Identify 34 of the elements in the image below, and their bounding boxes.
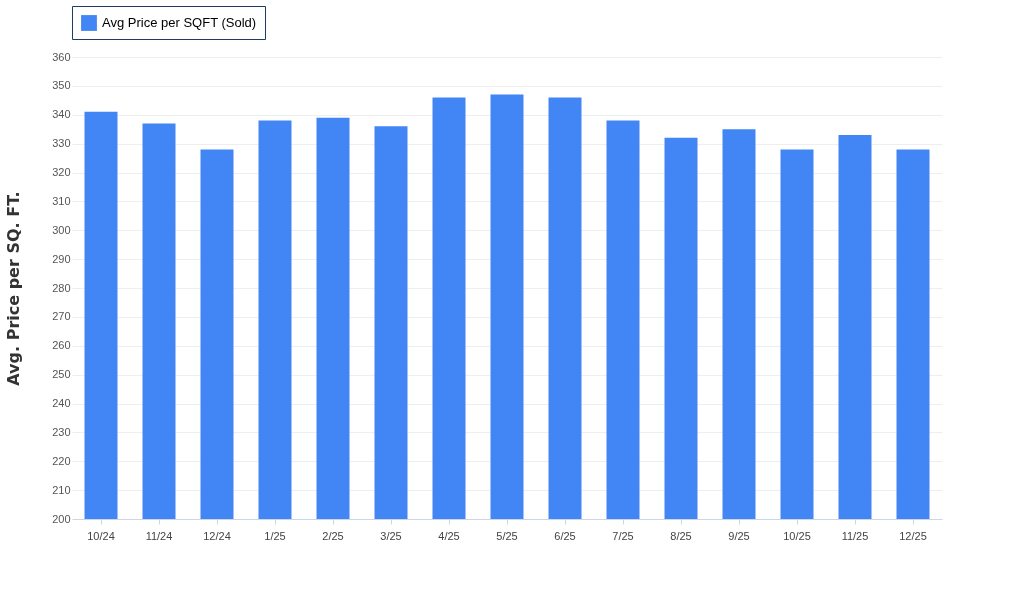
y-tick-label: 250 bbox=[52, 368, 71, 381]
y-axis-title: Avg. Price per SQ. FT. bbox=[4, 191, 24, 386]
y-tick-label: 350 bbox=[52, 79, 71, 92]
x-tick-label: 11/24 bbox=[145, 529, 173, 542]
y-tick-label: 240 bbox=[52, 397, 71, 409]
x-tick-label: 12/25 bbox=[899, 529, 927, 542]
x-tick-label: 4/25 bbox=[438, 529, 460, 542]
y-tick-label: 260 bbox=[52, 339, 71, 352]
y-tick-label: 300 bbox=[52, 223, 71, 236]
y-tick-label: 220 bbox=[52, 454, 71, 467]
y-tick-label: 210 bbox=[52, 483, 71, 496]
y-tick-label: 310 bbox=[52, 194, 71, 207]
y-tick-label: 290 bbox=[52, 252, 71, 265]
y-tick-label: 230 bbox=[52, 425, 71, 438]
y-tick-label: 340 bbox=[52, 108, 71, 121]
x-tick-label: 8/25 bbox=[670, 529, 692, 542]
x-tick-label: 7/25 bbox=[612, 529, 634, 542]
x-tick-label: 10/25 bbox=[783, 529, 811, 542]
x-tick-label: 5/25 bbox=[496, 529, 518, 542]
x-tick-label: 3/25 bbox=[380, 529, 402, 542]
y-tick-label: 360 bbox=[52, 50, 71, 63]
x-tick-label: 1/25 bbox=[264, 529, 286, 542]
y-tick-label: 270 bbox=[52, 310, 71, 323]
x-tick-label: 6/25 bbox=[554, 529, 576, 542]
x-tick-label: 2/25 bbox=[322, 529, 344, 542]
y-tick-label: 200 bbox=[52, 512, 71, 525]
x-tick-label: 10/24 bbox=[87, 529, 115, 542]
y-tick-label: 280 bbox=[52, 281, 71, 294]
y-tick-label: 330 bbox=[52, 137, 71, 150]
x-tick-label: 12/24 bbox=[203, 529, 231, 542]
y-tick-label: 320 bbox=[52, 166, 71, 178]
legend-label: Avg Price per SQFT (Sold) bbox=[102, 15, 257, 30]
x-tick-label: 11/25 bbox=[841, 529, 869, 542]
x-tick-label: 9/25 bbox=[728, 529, 750, 542]
